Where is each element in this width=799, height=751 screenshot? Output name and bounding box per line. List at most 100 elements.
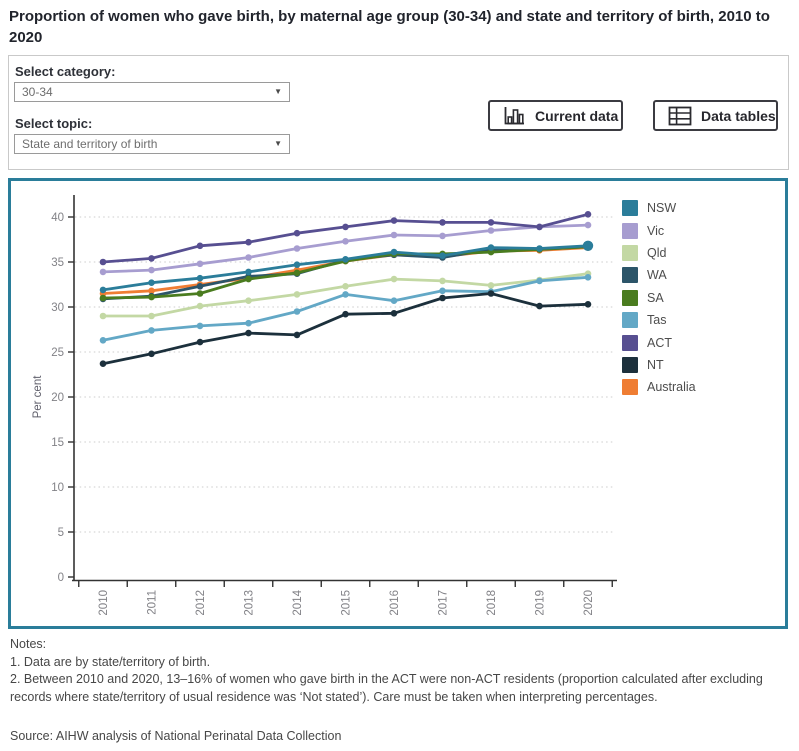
- category-select[interactable]: 30-34 ▼: [14, 82, 290, 102]
- legend-swatch-sa: [622, 289, 638, 306]
- legend-item-nsw[interactable]: NSW: [622, 197, 772, 219]
- data-point-nt-2013: [245, 329, 252, 337]
- y-tick-label: 35: [51, 257, 64, 269]
- legend-label: Vic: [647, 223, 665, 238]
- data-point-qld-2017: [439, 277, 446, 285]
- data-point-tas-2017: [439, 287, 446, 295]
- legend-swatch-tas: [622, 312, 638, 329]
- data-point-nsw-2017: [439, 252, 446, 259]
- legend-swatch-nt: [622, 356, 638, 373]
- data-point-vic-2016: [390, 231, 398, 239]
- legend-label: SA: [647, 290, 664, 305]
- data-point-nt-2014: [293, 331, 301, 339]
- note-line: 2. Between 2010 and 2020, 13–16% of wome…: [10, 672, 763, 704]
- x-tick-label: 2018: [486, 590, 498, 616]
- data-point-nt-2012: [196, 338, 204, 346]
- data-point-sa-2014: [293, 269, 301, 277]
- data-point-nsw-2010: [99, 286, 107, 294]
- data-point-act-2013: [245, 238, 252, 246]
- legend-swatch-wa: [622, 267, 638, 284]
- legend-swatch-qld: [622, 244, 638, 261]
- topic-select[interactable]: State and territory of birth ▼: [14, 134, 290, 154]
- data-point-act-2019: [536, 223, 543, 231]
- data-point-act-2018: [487, 219, 495, 226]
- data-point-tas-2019: [536, 277, 543, 285]
- data-point-vic-2017: [439, 232, 446, 240]
- note-line: 1. Data are by state/territory of birth.: [10, 654, 211, 669]
- data-point-nsw-2012: [196, 274, 204, 282]
- legend-item-australia[interactable]: Australia: [622, 376, 772, 398]
- data-point-nt-2018: [487, 290, 495, 297]
- y-tick-label: 40: [51, 212, 64, 224]
- legend-swatch-act: [622, 334, 638, 351]
- y-tick-label: 5: [58, 527, 64, 539]
- legend-item-nt[interactable]: NT: [622, 354, 772, 376]
- data-point-tas-2010: [99, 337, 107, 344]
- data-point-sa-2013: [245, 275, 252, 283]
- notes-heading: Notes:: [10, 637, 47, 651]
- data-point-tas-2016: [390, 297, 398, 304]
- data-point-act-2010: [99, 258, 107, 266]
- data-point-nt-2011: [148, 350, 155, 358]
- y-tick-label: 30: [51, 302, 64, 314]
- y-tick-label: 15: [51, 437, 64, 449]
- controls-panel: Select category: 30-34 ▼ Select topic: S…: [8, 55, 789, 170]
- data-point-vic-2010: [99, 268, 107, 276]
- current-data-button[interactable]: Current data: [488, 100, 623, 131]
- data-point-sa-2012: [196, 290, 204, 297]
- data-point-nsw-2020: [582, 240, 594, 251]
- x-tick-label: 2012: [195, 590, 207, 616]
- data-point-nsw-2018: [487, 244, 495, 251]
- table-icon: [668, 106, 692, 126]
- data-point-qld-2013: [245, 297, 252, 304]
- data-point-qld-2011: [148, 312, 155, 320]
- category-label: Select category:: [15, 64, 116, 79]
- legend-item-wa[interactable]: WA: [622, 264, 772, 286]
- data-point-sa-2010: [99, 294, 107, 302]
- data-point-tas-2015: [342, 291, 349, 298]
- legend-item-qld[interactable]: Qld: [622, 242, 772, 264]
- legend-item-tas[interactable]: Tas: [622, 309, 772, 331]
- notes: Notes: 1. Data are by state/territory of…: [10, 636, 790, 706]
- data-point-vic-2015: [342, 238, 349, 245]
- data-point-vic-2013: [245, 254, 252, 261]
- data-point-wa-2012: [196, 283, 204, 290]
- data-point-vic-2020: [584, 221, 592, 229]
- x-tick-label: 2016: [389, 590, 401, 616]
- legend-item-vic[interactable]: Vic: [622, 219, 772, 241]
- data-point-nt-2010: [99, 360, 107, 367]
- legend-swatch-vic: [622, 222, 638, 239]
- data-point-act-2012: [196, 242, 204, 250]
- legend-item-act[interactable]: ACT: [622, 331, 772, 353]
- data-point-act-2017: [439, 219, 446, 226]
- data-point-vic-2011: [148, 266, 155, 274]
- legend-item-sa[interactable]: SA: [622, 287, 772, 309]
- data-point-vic-2018: [487, 227, 495, 234]
- y-axis-title: Per cent: [32, 375, 44, 419]
- x-tick-label: 2014: [292, 589, 304, 615]
- x-tick-label: 2010: [98, 590, 110, 616]
- chart-legend: NSW Vic Qld WA SA Tas ACT NT Australia: [622, 197, 772, 399]
- data-tables-button[interactable]: Data tables: [653, 100, 778, 131]
- data-point-nt-2015: [342, 310, 349, 318]
- category-select-value: 30-34: [22, 85, 53, 99]
- legend-label: Qld: [647, 245, 667, 260]
- topic-select-value: State and territory of birth: [22, 137, 158, 151]
- data-point-qld-2018: [487, 282, 495, 289]
- legend-label: Tas: [647, 313, 667, 328]
- data-point-qld-2016: [390, 275, 398, 283]
- y-tick-label: 25: [51, 347, 64, 359]
- legend-swatch-nsw: [622, 200, 638, 217]
- x-tick-label: 2015: [341, 590, 353, 616]
- data-tables-button-label: Data tables: [701, 107, 776, 124]
- data-point-tas-2011: [148, 327, 155, 334]
- data-point-nt-2020: [584, 301, 592, 308]
- y-tick-label: 10: [51, 482, 64, 494]
- current-data-button-label: Current data: [535, 107, 619, 124]
- data-point-nsw-2015: [342, 256, 349, 263]
- data-point-australia-2011: [148, 287, 155, 295]
- data-point-qld-2015: [342, 283, 349, 290]
- data-point-nt-2016: [390, 310, 398, 317]
- x-tick-label: 2017: [438, 590, 450, 616]
- data-point-nsw-2011: [148, 279, 155, 286]
